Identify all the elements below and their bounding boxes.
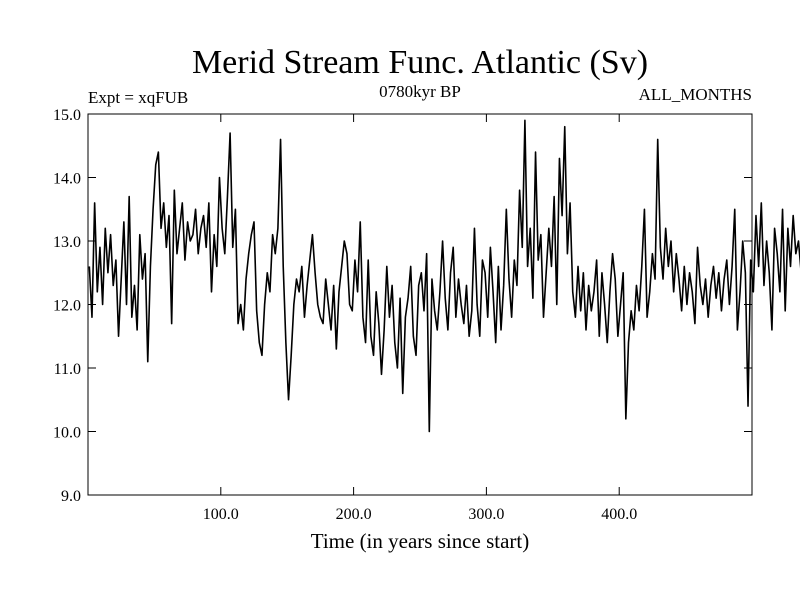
x-tick-label: 300.0 xyxy=(468,506,504,523)
x-tick-label: 400.0 xyxy=(601,506,637,523)
chart-title: Merid Stream Func. Atlantic (Sv) xyxy=(192,44,648,81)
y-tick-label: 9.0 xyxy=(61,488,81,505)
experiment-label: Expt = xqFUB xyxy=(88,88,188,107)
plot-frame xyxy=(87,113,753,496)
period-label: 0780kyr BP xyxy=(379,82,461,101)
y-tick-label: 13.0 xyxy=(53,234,81,251)
series-line xyxy=(88,119,800,433)
months-label: ALL_MONTHS xyxy=(639,85,752,104)
y-tick-label: 15.0 xyxy=(53,107,81,124)
x-axis-label: Time (in years since start) xyxy=(311,529,530,553)
y-tick-label: 10.0 xyxy=(53,425,81,442)
y-tick-label: 11.0 xyxy=(54,361,81,378)
x-tick-label: 100.0 xyxy=(203,506,239,523)
y-tick-label: 12.0 xyxy=(53,298,81,315)
y-tick-label: 14.0 xyxy=(53,171,81,188)
x-tick-label: 200.0 xyxy=(336,506,372,523)
x-axis: 100.0 200.0 300.0 400.0 xyxy=(203,114,637,523)
